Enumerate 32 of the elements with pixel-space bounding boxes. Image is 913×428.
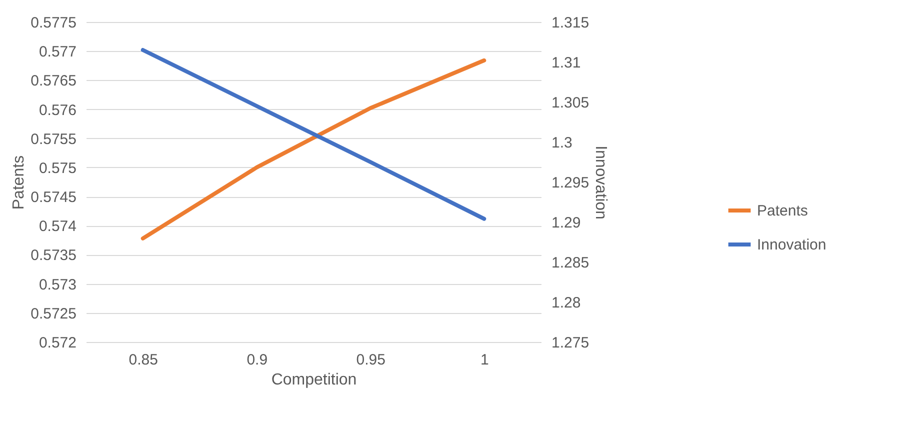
y-tick-label: 0.5735 [30,247,76,264]
y2-tick-label: 1.305 [552,94,590,112]
y-tick-label: 0.5725 [30,305,76,322]
y2-tick-label: 1.285 [552,254,590,272]
legend-label: Patents [757,202,808,220]
y-tick-label: 0.576 [38,102,76,119]
y2-tick-label: 1.295 [552,174,590,192]
y2-tick-label: 1.31 [552,54,581,72]
y2-tick-label: 1.29 [552,214,581,232]
y2-tick-label: 1.315 [552,14,590,32]
y-tick-label: 0.5745 [30,189,76,206]
y2-tick-label: 1.275 [552,334,590,352]
y-tick-label: 0.572 [38,334,76,352]
y-tick-label: 0.5755 [30,130,76,148]
x-tick-label: 0.9 [246,352,268,368]
x-tick-label: 0.95 [356,352,386,368]
y2-tick-label: 1.28 [552,294,581,312]
y-tick-label: 0.575 [38,160,76,177]
legend-label: Innovation [757,236,826,254]
y-tick-label: 0.574 [38,218,76,236]
y-tick-label: 0.573 [38,276,76,294]
y-tick-label: 0.5765 [30,72,76,90]
x-tick-label: 1 [480,352,489,368]
y-tick-label: 0.5775 [30,14,76,32]
line-series [140,48,486,221]
x-tick-label: 0.85 [128,352,158,368]
line-series [140,58,486,240]
y2-axis-title: Innovation [592,146,610,220]
y2-tick-label: 1.3 [552,134,572,152]
x-axis-title: Competition [271,372,357,388]
y-tick-label: 0.577 [38,44,76,61]
y-axis-title: Patents [10,155,28,210]
